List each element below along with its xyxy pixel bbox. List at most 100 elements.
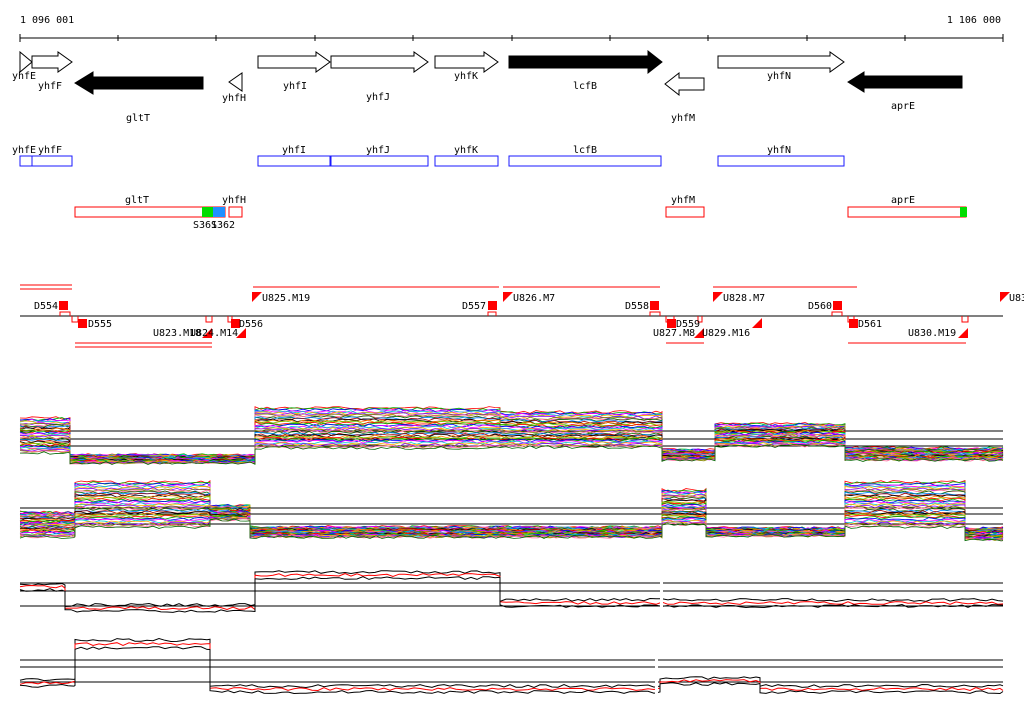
feature-mark-U827.M8[interactable] [694,328,704,338]
profile-trace [19,518,1004,542]
cds-label-lcfB: lcfB [573,145,597,156]
transcript-label-gltT: gltT [125,195,149,206]
gene-arrow-yhfF[interactable] [31,51,73,73]
feature-mark-D558[interactable] [650,301,659,310]
cds-box-yhfE[interactable] [19,155,33,167]
cds-box-yhfJ[interactable] [330,155,429,167]
feature-label-U827.M8: U827.M8 [653,328,695,339]
profile-trace [19,645,1004,695]
profile-trace [19,570,1004,608]
cds-box-lcfB[interactable] [508,155,662,167]
feature-label-D554: D554 [34,301,58,312]
feature-mark-D560[interactable] [833,301,842,310]
feature-label-U823.M18: U823.M18 [153,328,201,339]
gene-arrow-yhfJ[interactable] [330,51,429,73]
gene-label-yhfJ: yhfJ [366,92,390,103]
feature-label-D557: D557 [462,301,486,312]
profile-panel-forward-multi [19,406,1004,465]
feature-mark-D556[interactable] [231,319,240,328]
profile-trace [19,637,1004,689]
gene-label-lcfB: lcfB [573,81,597,92]
gene-label-gltT: gltT [126,113,150,124]
gene-arrow-yhfE[interactable] [19,50,33,74]
feature-mark-D554[interactable] [59,301,68,310]
cds-label-yhfK: yhfK [454,145,478,156]
feature-label-U830.M19: U830.M19 [908,328,956,339]
transcript-marker-blue [213,207,225,217]
profile-trace [19,438,1004,464]
feature-mark-D555[interactable] [78,319,87,328]
feature-label-U824.M14: U824.M14 [190,328,238,339]
cds-track: yhfE yhfF yhfI yhfJ yhfK lcfB yhfN [12,145,845,167]
feature-mark-D561[interactable] [849,319,858,328]
transcript-box-yhfH[interactable] [228,206,243,218]
feature-label-D556: D556 [239,319,263,330]
feature-label-U826.M7: U826.M7 [513,293,555,304]
profile-trace [19,576,1004,613]
feature-mark-D557[interactable] [488,301,497,310]
cds-label-yhfI: yhfI [282,145,306,156]
feature-label-U825.M19: U825.M19 [262,293,310,304]
gene-arrow-yhfH[interactable] [228,72,243,92]
gene-label-yhfN: yhfN [767,71,791,82]
gene-label-yhfI: yhfI [283,81,307,92]
cds-label-yhfE: yhfE [12,145,36,156]
profile-trace [19,407,1004,458]
profile-trace [19,443,1004,465]
feature-label-U829.M16: U829.M16 [702,328,750,339]
gene-label-aprE: aprE [891,101,915,112]
feature-label-U83: U83 [1009,293,1024,304]
feature-mark-U825.M19[interactable] [252,292,262,302]
cds-box-yhfN[interactable] [717,155,845,167]
cds-box-yhfI[interactable] [257,155,331,167]
gene-arrow-yhfK[interactable] [434,51,499,73]
profile-trace [19,429,1003,462]
gene-arrow-gltT[interactable] [74,71,204,95]
feature-mark-U829.M16[interactable] [752,318,762,328]
feature-mark-U828.M7[interactable] [713,292,723,302]
transcript-marker-green-aprE [960,207,967,217]
cds-label-yhfN: yhfN [767,145,791,156]
cds-label-yhfJ: yhfJ [366,145,390,156]
gene-label-yhfE: yhfE [12,71,36,82]
transcript-box-aprE[interactable] [847,206,967,218]
profile-trace [19,444,1004,465]
gene-arrow-yhfM[interactable] [664,71,705,97]
profile-panel-forward-summary [19,568,1004,615]
transcript-marker-label-S361: S361 [193,220,217,231]
coordinate-end-label: 1 106 000 [947,15,1001,26]
gene-arrow-track: yhfE yhfF gltT yhfH yhfI yhfJ yhfK lcfB … [12,49,963,124]
profile-panel-reverse-summary [19,636,1004,696]
gene-arrow-aprE[interactable] [847,71,963,93]
feature-mark-U826.M7[interactable] [503,292,513,302]
profile-trace [19,440,1004,464]
feature-label-D555: D555 [88,319,112,330]
cds-box-yhfK[interactable] [434,155,499,167]
cds-box-yhfF[interactable] [31,155,73,167]
profile-gap [660,568,663,615]
transcript-box-yhfM[interactable] [665,206,705,218]
gene-arrow-lcfB[interactable] [508,49,663,75]
feature-mark-U824.M14[interactable] [236,328,246,338]
transcript-track: gltT yhfH S361 S362 yhfM aprE [74,195,967,231]
profile-trace [19,642,1004,692]
feature-mark-U830.M19[interactable] [958,328,968,338]
coordinate-start-label: 1 096 001 [20,15,74,26]
transcript-marker-green [202,207,213,217]
gene-label-yhfM: yhfM [671,113,695,124]
feature-label-D561: D561 [858,319,882,330]
feature-label-D560: D560 [808,301,832,312]
transcript-label-aprE: aprE [891,195,915,206]
feature-mark-D559[interactable] [667,319,676,328]
feature-label-U828.M7: U828.M7 [723,293,765,304]
profile-trace [19,410,1004,458]
feature-label-D559: D559 [676,319,700,330]
gene-arrow-yhfN[interactable] [717,51,845,73]
feature-mark-U823.M18[interactable] [202,328,212,338]
feature-mark-U83[interactable] [1000,292,1010,302]
profile-gap [655,636,658,696]
gene-arrow-yhfI[interactable] [257,51,331,73]
transcript-label-yhfM: yhfM [671,195,695,206]
gene-label-yhfK: yhfK [454,71,478,82]
